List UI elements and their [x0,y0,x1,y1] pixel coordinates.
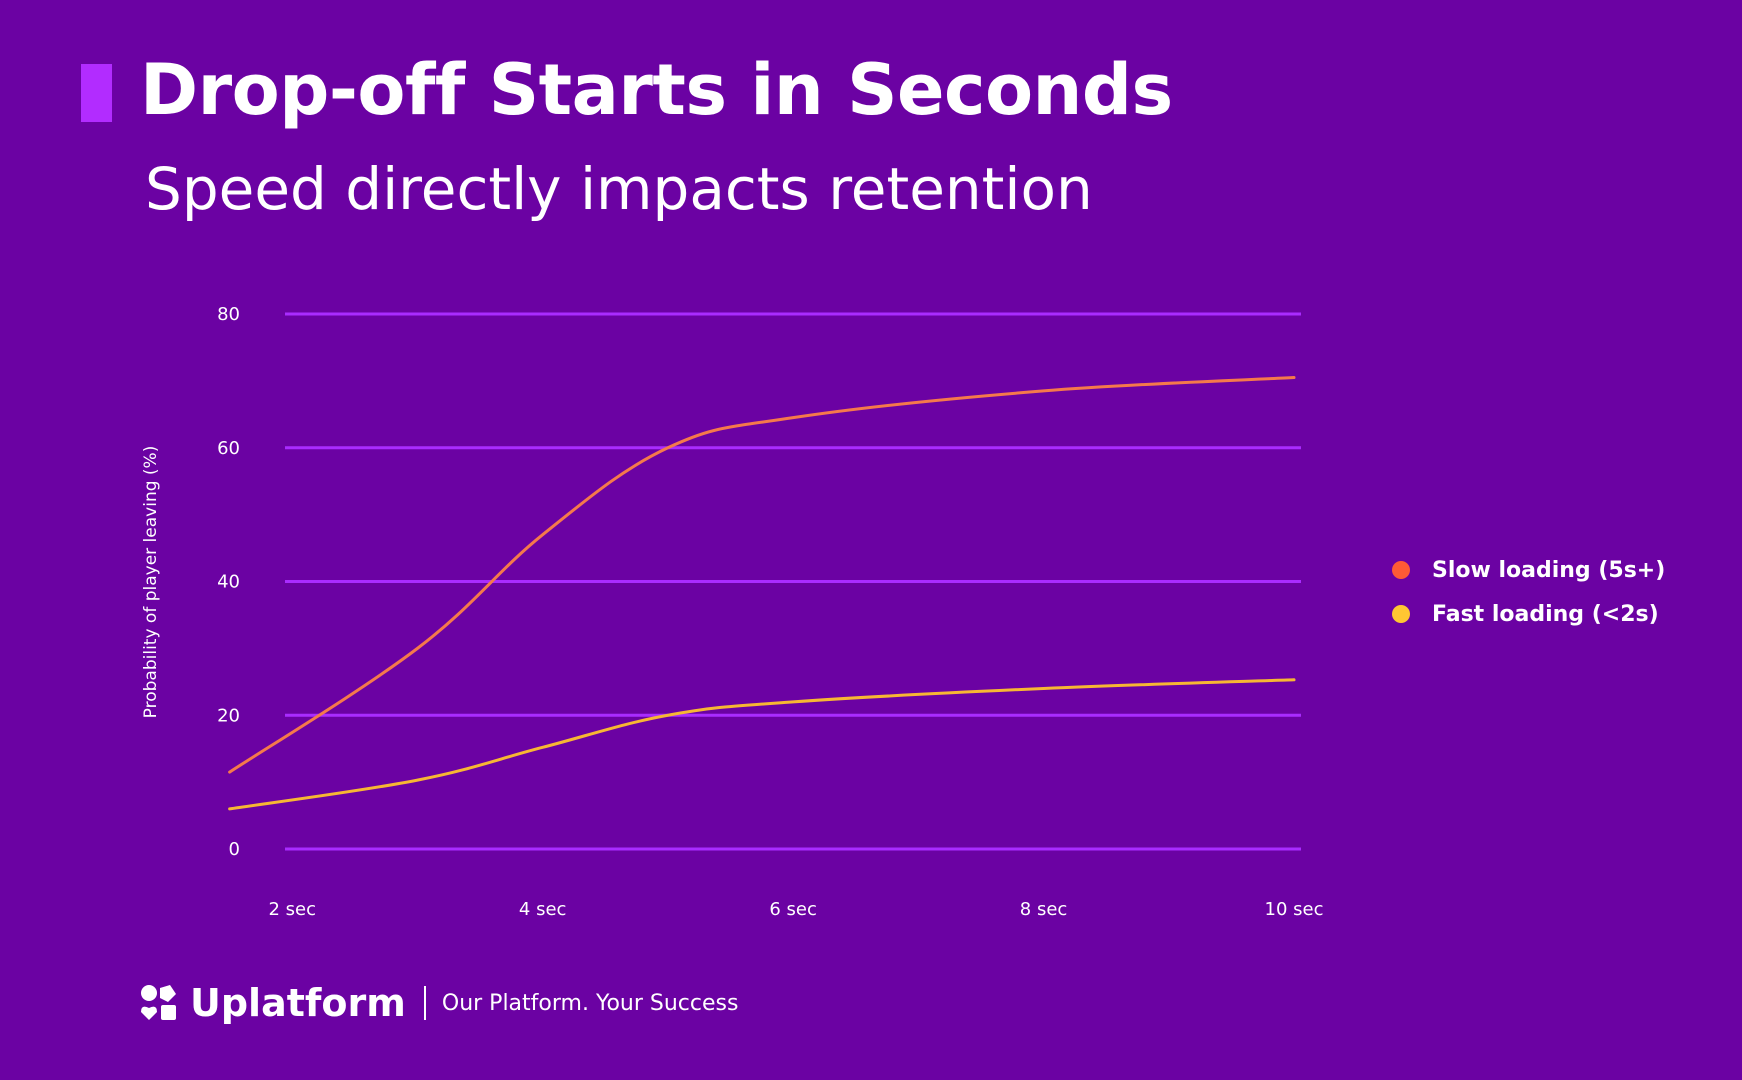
legend-label-fast: Fast loading (<2s) [1432,601,1659,627]
y-tick-label: 80 [217,304,240,325]
y-tick-label: 60 [217,438,240,459]
x-tick-label: 2 sec [268,899,316,920]
series-line-slow [228,376,1296,774]
y-axis-ticks: 0 20 40 60 80 [217,304,240,860]
page-subtitle: Speed directly impacts retention [145,155,1093,223]
legend-dot-slow [1392,561,1410,579]
series-lines [228,376,1296,811]
y-axis-label: Probability of player leaving (%) [141,446,161,719]
uplatform-logo-icon [141,985,176,1020]
brand-tagline: Our Platform. Your Success [441,990,739,1016]
page-title: Drop-off Starts in Seconds [140,49,1173,131]
x-tick-label: 6 sec [769,899,817,920]
footer: Uplatform Our Platform. Your Success [140,980,738,1026]
brand-name: Uplatform [190,981,406,1025]
x-tick-label: 8 sec [1020,899,1068,920]
footer-divider [423,986,426,1020]
y-tick-label: 0 [229,839,240,860]
legend-item-slow: Slow loading (5s+) [1392,555,1665,585]
gridlines [285,312,1301,851]
legend-label-slow: Slow loading (5s+) [1432,557,1666,583]
chart-legend: Slow loading (5s+) Fast loading (<2s) [1392,555,1665,643]
series-line-fast [228,678,1296,811]
x-axis-ticks: 2 sec 4 sec 6 sec 8 sec 10 sec [268,899,1323,920]
x-tick-label: 4 sec [519,899,567,920]
y-tick-label: 40 [217,572,240,593]
legend-dot-fast [1392,605,1410,623]
legend-item-fast: Fast loading (<2s) [1392,599,1665,629]
title-accent-bar [81,64,112,122]
x-tick-label: 10 sec [1265,899,1324,920]
y-tick-label: 20 [217,705,240,726]
